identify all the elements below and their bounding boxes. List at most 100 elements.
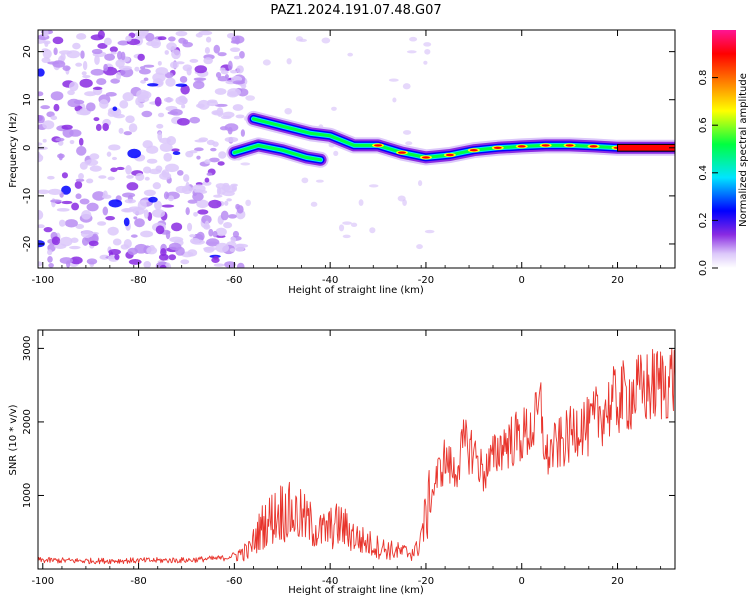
noise-blob [168,242,182,251]
x-tick-label: -100 [31,275,54,286]
noise-blob [84,159,99,166]
noise-blob [59,236,73,247]
noise-blob [417,180,423,187]
noise-blob [150,38,161,49]
colorbar-ticks: 0.0 0.2 0.4 0.6 0.8 [698,70,718,276]
noise-blob [85,102,96,112]
noise-blob [62,65,71,71]
noise-blob [133,31,148,37]
noise-blob [196,103,205,109]
noise-blob [416,244,423,250]
noise-blob [90,68,105,76]
noise-blob [52,36,64,45]
noise-blob [69,245,81,250]
noise-blob [234,243,245,252]
noise-blob [197,209,209,215]
noise-blob [212,141,219,147]
noise-blob [240,129,246,137]
noise-blob [52,60,66,68]
noise-blob [41,57,51,64]
noise-blob [88,240,99,247]
noise-blob [405,141,413,146]
noise-blob [185,181,190,191]
noise-blob [128,259,142,265]
noise-blob [118,127,124,134]
noise-blob [206,172,213,176]
ridge-hotspot [421,156,430,159]
snr-x-label: Height of straight line (km) [288,585,424,596]
figure-title: PAZ1.2024.191.07.48.G07 [270,3,441,18]
noise-blob [86,258,98,265]
noise-blob [154,96,162,107]
noise-blob [181,104,186,109]
ridge-branch [232,143,323,162]
noise-blob [145,32,155,42]
noise-blob [159,172,172,180]
noise-blob [70,256,83,265]
y-tick-label: 2000 [22,409,33,434]
noise-blob [68,81,79,92]
colorbar-tick-label: 0.4 [698,165,709,181]
noise-blob [168,36,176,42]
noise-blob [38,261,43,267]
noise-blob [229,248,236,252]
noise-blob [123,217,130,227]
noise-blob [230,236,237,243]
noise-blob [116,166,125,171]
noise-blob [143,77,149,82]
noise-blob [42,138,47,143]
x-tick-label: 20 [611,275,624,286]
noise-blob [134,66,140,72]
noise-blob [148,196,158,203]
noise-blob [125,35,132,42]
x-tick-label: -40 [322,576,338,587]
noise-blob [165,77,176,87]
noise-blob [369,227,376,234]
noise-blob [172,151,181,156]
snr-frame [37,329,676,570]
noise-blob [171,148,180,152]
noise-blob [102,122,109,132]
ridge-hotspot [517,145,526,148]
noise-blob [213,44,221,54]
noise-blob [126,182,139,191]
noise-blob [108,199,123,208]
noise-blob [358,199,364,206]
noise-blob [99,99,109,109]
noise-blob [214,103,228,107]
noise-blob [40,105,51,110]
noise-blob [78,137,84,146]
noise-blob [182,41,193,48]
snr-series-line [38,348,675,565]
noise-blob [82,60,88,71]
noise-blob [56,208,70,212]
noise-blob [164,50,169,55]
noise-blob [213,263,225,267]
noise-blob [159,137,172,144]
noise-blob [338,224,345,232]
noise-blob [236,65,244,74]
noise-blob [310,201,318,207]
noise-blob [402,130,412,135]
noise-blob [114,253,120,261]
noise-blob [423,60,428,65]
noise-blob [239,51,245,59]
noise-blob [143,209,149,219]
noise-blob [123,208,131,213]
noise-blob [38,210,44,220]
noise-blob [42,30,49,38]
ridge-hotspot [469,149,478,152]
noise-blob [286,58,292,65]
noise-blob [108,144,121,151]
noise-blob [206,100,219,107]
noise-blob [193,211,198,217]
noise-blob [104,53,115,61]
noise-blob [143,64,155,68]
noise-blob [102,206,109,216]
noise-blob [43,40,51,45]
noise-blob [233,55,241,60]
noise-blob [113,113,125,119]
noise-blob [221,184,231,192]
noise-blob [195,32,203,38]
